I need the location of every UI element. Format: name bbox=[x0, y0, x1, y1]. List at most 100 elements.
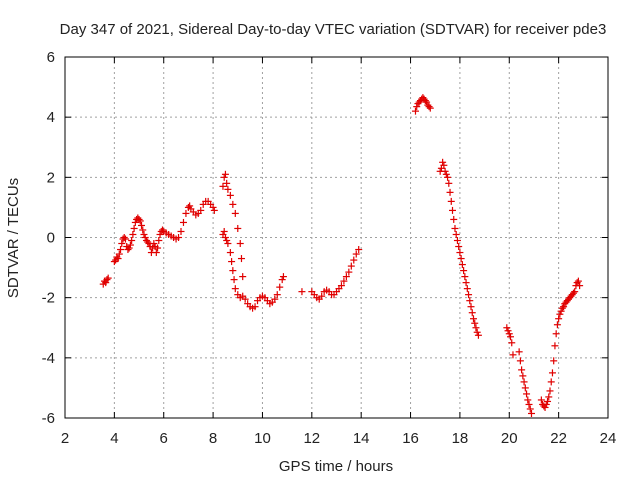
data-point bbox=[519, 372, 527, 380]
data-point bbox=[527, 409, 535, 417]
data-point bbox=[209, 203, 217, 211]
data-point bbox=[521, 384, 529, 392]
data-point bbox=[114, 255, 122, 263]
data-point bbox=[156, 230, 164, 238]
data-point bbox=[537, 396, 545, 404]
data-point bbox=[298, 288, 306, 296]
data-point bbox=[224, 185, 232, 193]
data-point bbox=[523, 390, 531, 398]
data-point bbox=[463, 285, 471, 293]
data-point bbox=[121, 235, 129, 243]
data-point bbox=[468, 309, 476, 317]
data-point bbox=[126, 241, 134, 249]
data-point bbox=[110, 258, 118, 266]
data-point bbox=[347, 262, 355, 270]
data-point bbox=[446, 188, 454, 196]
data-point bbox=[220, 173, 228, 181]
data-point bbox=[462, 279, 470, 287]
data-point bbox=[220, 227, 228, 235]
data-point bbox=[504, 327, 512, 335]
data-point bbox=[558, 304, 566, 312]
data-point bbox=[273, 291, 281, 299]
data-point bbox=[447, 197, 455, 205]
data-point bbox=[526, 405, 534, 413]
data-point bbox=[278, 276, 286, 284]
data-point bbox=[276, 283, 284, 291]
data-point bbox=[221, 234, 229, 241]
data-point bbox=[125, 244, 133, 252]
data-point bbox=[219, 182, 227, 190]
grid bbox=[65, 57, 608, 418]
data-point bbox=[177, 227, 185, 235]
data-point bbox=[546, 387, 554, 395]
data-point bbox=[150, 240, 158, 248]
data-point bbox=[102, 279, 110, 287]
data-point bbox=[449, 206, 457, 214]
data-point bbox=[210, 206, 218, 214]
data-point bbox=[555, 315, 563, 323]
data-point bbox=[223, 179, 231, 187]
data-point bbox=[550, 357, 558, 365]
data-point bbox=[452, 230, 460, 238]
data-point bbox=[337, 282, 345, 290]
data-point bbox=[115, 250, 123, 258]
data-point bbox=[472, 324, 480, 332]
data-point bbox=[551, 342, 559, 350]
data-point bbox=[158, 226, 166, 234]
data-point bbox=[542, 400, 550, 408]
x-tick-label: 24 bbox=[600, 430, 617, 447]
data-point bbox=[318, 292, 326, 300]
data-point bbox=[136, 217, 144, 225]
data-point bbox=[520, 378, 528, 386]
data-point bbox=[413, 103, 421, 111]
data-point bbox=[509, 351, 517, 359]
data-point bbox=[576, 282, 584, 290]
data-point bbox=[525, 400, 533, 408]
data-point bbox=[425, 103, 433, 111]
data-point bbox=[139, 226, 147, 234]
data-point bbox=[557, 307, 565, 315]
data-point bbox=[234, 224, 242, 232]
data-point bbox=[104, 274, 112, 282]
data-point bbox=[451, 224, 459, 232]
data-point bbox=[574, 277, 582, 285]
data-point bbox=[503, 324, 511, 332]
chart-title: Day 347 of 2021, Sidereal Day-to-day VTE… bbox=[60, 21, 607, 38]
data-point bbox=[130, 224, 138, 232]
data-point bbox=[473, 328, 481, 336]
y-tick-label: 0 bbox=[47, 230, 55, 247]
data-point bbox=[131, 218, 139, 226]
data-point bbox=[445, 179, 453, 187]
data-point bbox=[548, 369, 556, 377]
x-tick-label: 22 bbox=[550, 430, 567, 447]
data-point bbox=[124, 246, 132, 254]
data-point bbox=[556, 310, 564, 318]
data-point bbox=[455, 243, 463, 251]
data-point bbox=[138, 221, 146, 229]
data-point bbox=[155, 237, 163, 245]
data-point bbox=[152, 249, 160, 257]
data-point bbox=[545, 393, 553, 401]
data-point bbox=[421, 97, 429, 105]
x-tick-labels: 2 4 6 8 10 12 14 16 18 20 22 24 bbox=[61, 430, 617, 447]
data-point bbox=[226, 249, 234, 257]
data-point bbox=[340, 277, 348, 285]
data-point bbox=[140, 230, 148, 238]
y-axis-label: SDTVAR / TECUs bbox=[5, 178, 22, 298]
data-point bbox=[231, 209, 239, 217]
data-point bbox=[129, 230, 137, 238]
data-point bbox=[179, 218, 187, 226]
data-point bbox=[458, 261, 466, 269]
data-point bbox=[571, 288, 579, 296]
data-point bbox=[141, 234, 149, 241]
y-tick-label: 4 bbox=[47, 109, 55, 126]
data-point bbox=[251, 303, 259, 311]
data-point bbox=[516, 357, 524, 365]
y-tick-label: 2 bbox=[47, 169, 55, 186]
data-point bbox=[426, 104, 434, 112]
x-tick-label: 2 bbox=[61, 430, 69, 447]
data-point bbox=[228, 258, 236, 266]
data-point bbox=[505, 330, 513, 338]
data-point bbox=[471, 319, 479, 327]
